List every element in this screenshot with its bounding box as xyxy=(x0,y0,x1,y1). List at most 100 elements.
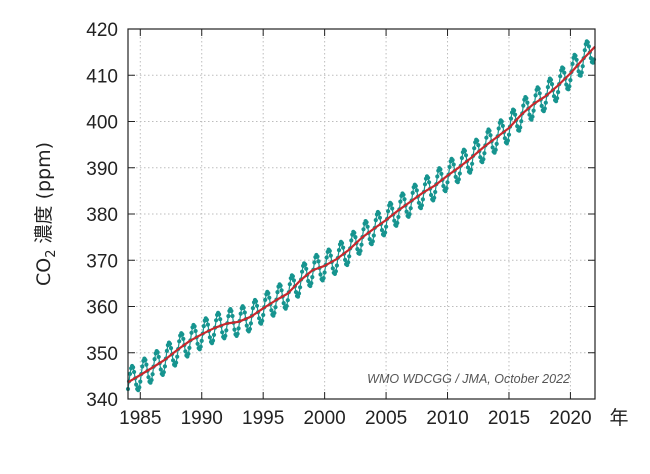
y-axis-label-subscript: 2 xyxy=(44,250,59,258)
monthly-point xyxy=(341,245,346,250)
monthly-point xyxy=(244,323,249,328)
monthly-point xyxy=(156,354,161,359)
monthly-point xyxy=(309,281,314,286)
monthly-point xyxy=(174,360,179,365)
monthly-point xyxy=(376,211,381,216)
monthly-point xyxy=(500,123,505,128)
monthly-point xyxy=(318,272,323,277)
monthly-point xyxy=(427,180,432,185)
monthly-point xyxy=(150,372,155,377)
monthly-point xyxy=(439,171,444,176)
monthly-point xyxy=(463,153,469,158)
monthly-point xyxy=(204,317,209,322)
monthly-point xyxy=(230,313,235,319)
monthly-point xyxy=(127,371,133,376)
monthly-point xyxy=(355,247,360,252)
monthly-point xyxy=(155,350,160,355)
monthly-point xyxy=(152,357,157,362)
monthly-point xyxy=(408,206,413,211)
monthly-point xyxy=(161,370,166,375)
monthly-point xyxy=(193,328,198,334)
y-tick-label: 370 xyxy=(86,251,118,272)
monthly-point xyxy=(352,230,357,235)
monthly-point xyxy=(585,40,590,45)
monthly-point xyxy=(580,64,585,69)
monthly-point xyxy=(582,48,587,53)
monthly-point xyxy=(367,237,372,242)
monthly-point xyxy=(229,308,234,314)
monthly-point xyxy=(438,167,443,172)
monthly-point xyxy=(346,260,351,265)
monthly-point xyxy=(330,266,335,271)
monthly-point xyxy=(502,136,507,141)
monthly-point xyxy=(508,116,514,121)
monthly-point xyxy=(410,190,415,195)
monthly-point xyxy=(549,82,555,87)
monthly-point xyxy=(487,128,492,133)
monthly-point xyxy=(207,335,212,340)
monthly-point xyxy=(384,224,389,229)
monthly-point xyxy=(562,70,567,75)
y-tick-label: 420 xyxy=(86,20,118,41)
monthly-point xyxy=(558,74,563,79)
monthly-point xyxy=(539,103,544,108)
monthly-point xyxy=(187,345,192,350)
y-axis-label-co: CO xyxy=(33,258,55,286)
monthly-point xyxy=(164,348,169,353)
monthly-point xyxy=(386,209,391,214)
monthly-point xyxy=(536,86,541,91)
monthly-point xyxy=(481,157,486,162)
monthly-point xyxy=(247,326,252,332)
y-tick-labels: 340 350 360 370 380 390 400 410 420 xyxy=(86,20,118,411)
monthly-point xyxy=(499,119,504,124)
monthly-point xyxy=(328,253,333,258)
monthly-point xyxy=(217,312,222,317)
monthly-point xyxy=(542,106,547,111)
monthly-point xyxy=(416,200,421,205)
monthly-point xyxy=(224,328,229,333)
monthly-point xyxy=(568,78,573,83)
monthly-point xyxy=(567,84,572,89)
monthly-point xyxy=(273,305,278,310)
x-tick-label: 1995 xyxy=(242,408,284,429)
monthly-point xyxy=(275,290,280,295)
monthly-point xyxy=(478,155,483,160)
monthly-point xyxy=(556,90,561,95)
monthly-point xyxy=(189,330,194,335)
monthly-point xyxy=(441,183,446,189)
monthly-point xyxy=(533,93,538,98)
monthly-point xyxy=(267,295,272,300)
monthly-point xyxy=(433,189,438,195)
monthly-point xyxy=(158,367,163,372)
monthly-point xyxy=(334,263,339,268)
monthly-point xyxy=(285,298,290,303)
monthly-point xyxy=(377,215,382,220)
monthly-point xyxy=(470,161,475,166)
monthly-point xyxy=(327,248,332,254)
x-axis-unit: 年 xyxy=(609,407,628,429)
monthly-point xyxy=(195,341,200,346)
monthly-point xyxy=(413,183,418,189)
monthly-point xyxy=(373,218,378,223)
monthly-point xyxy=(518,125,523,130)
monthly-point xyxy=(278,283,283,288)
y-tick-label: 350 xyxy=(86,344,118,365)
monthly-point xyxy=(272,310,277,316)
monthly-point xyxy=(404,209,409,214)
monthly-point xyxy=(290,274,295,279)
y-axis-label: CO2 濃度 (ppm) xyxy=(33,142,59,286)
monthly-point xyxy=(390,206,395,211)
monthly-point xyxy=(511,108,517,113)
monthly-point xyxy=(140,364,145,369)
monthly-point xyxy=(131,365,136,370)
monthly-point xyxy=(451,162,456,167)
monthly-point xyxy=(484,135,489,140)
monthly-point xyxy=(162,364,167,369)
x-tick-label: 2010 xyxy=(426,408,468,429)
monthly-point xyxy=(525,100,530,105)
monthly-point xyxy=(401,192,406,197)
monthly-point xyxy=(291,278,296,283)
monthly-point xyxy=(333,269,338,274)
monthly-point xyxy=(298,285,303,290)
monthly-point xyxy=(420,197,425,202)
